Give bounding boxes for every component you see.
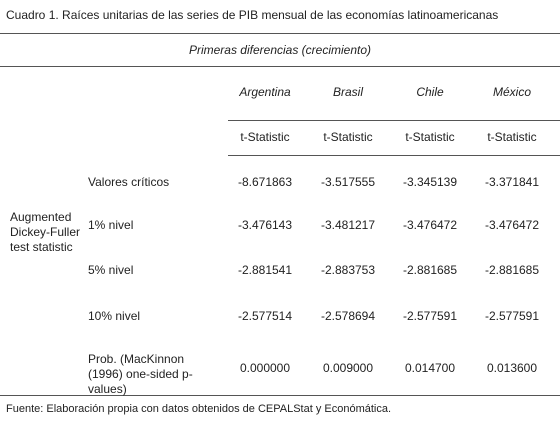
subheader: t-Statistic <box>487 130 537 144</box>
row-label: 10% nivel <box>88 309 141 323</box>
cell: 0.000000 <box>239 361 291 375</box>
subheader: t-Statistic <box>323 130 373 144</box>
row-label: Prob. (MacKinnon (1996) one-sided p-valu… <box>88 352 193 396</box>
cell: -2.881685 <box>402 263 458 277</box>
row-label: 1% nivel <box>88 218 134 232</box>
cell: 0.014700 <box>404 361 456 375</box>
cell: -2.577514 <box>237 309 293 323</box>
cell: -8.671863 <box>237 175 293 189</box>
cell: -2.577591 <box>484 309 540 323</box>
group-header: Primeras diferencias (crecimiento) <box>188 43 372 57</box>
cell: -3.481217 <box>320 218 376 232</box>
cell: -2.577591 <box>402 309 458 323</box>
column-header: Argentina <box>239 85 291 99</box>
cell: 0.013600 <box>486 361 538 375</box>
title: Cuadro 1. Raíces unitarias de las series… <box>6 8 499 22</box>
cell: -2.578694 <box>320 309 376 323</box>
cell: 0.009000 <box>322 361 374 375</box>
cell: -3.476472 <box>402 218 458 232</box>
rule <box>0 33 560 34</box>
subheader: t-Statistic <box>240 130 290 144</box>
row-label: Valores críticos <box>88 175 170 189</box>
cell: -2.883753 <box>320 263 376 277</box>
cell: -3.476472 <box>484 218 540 232</box>
rule <box>0 395 560 396</box>
cell: -2.881541 <box>237 263 293 277</box>
rule <box>0 66 560 67</box>
cell: -2.881685 <box>484 263 540 277</box>
cell: -3.517555 <box>320 175 376 189</box>
rule <box>228 155 560 156</box>
rule <box>228 120 560 121</box>
column-header: Brasil <box>332 85 363 99</box>
row-label: 5% nivel <box>88 263 134 277</box>
column-header: Chile <box>416 85 444 99</box>
row-group-label: Augmented Dickey-Fuller test statistic <box>10 210 81 254</box>
column-header: México <box>492 85 531 99</box>
cell: -3.371841 <box>484 175 540 189</box>
cell: -3.345139 <box>402 175 458 189</box>
footnote: Fuente: Elaboración propia con datos obt… <box>6 403 392 415</box>
subheader: t-Statistic <box>405 130 455 144</box>
cell: -3.476143 <box>237 218 293 232</box>
